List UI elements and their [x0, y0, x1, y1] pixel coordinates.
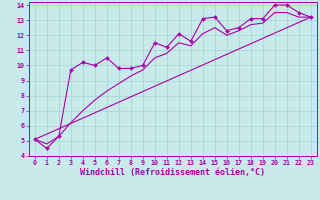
X-axis label: Windchill (Refroidissement éolien,°C): Windchill (Refroidissement éolien,°C) — [80, 168, 265, 177]
